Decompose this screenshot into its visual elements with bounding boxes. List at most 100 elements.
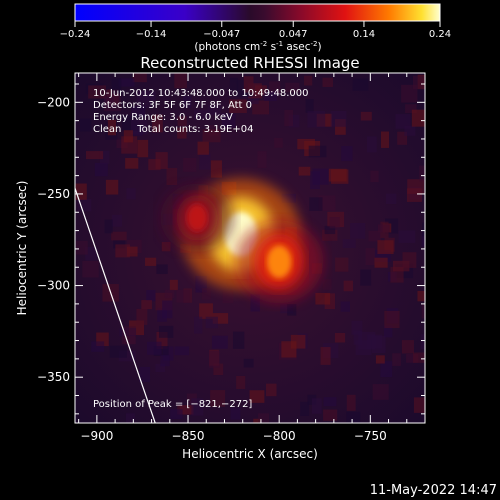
noise-speckle bbox=[169, 279, 178, 291]
noise-speckle bbox=[383, 325, 393, 338]
noise-speckle bbox=[91, 341, 105, 352]
noise-speckle bbox=[411, 109, 425, 127]
noise-speckle bbox=[304, 75, 313, 86]
noise-speckle bbox=[307, 394, 317, 405]
noise-speckle bbox=[406, 188, 422, 202]
footer-timestamp: 11-May-2022 14:47 bbox=[370, 483, 497, 498]
noise-speckle bbox=[210, 160, 222, 178]
emission-source bbox=[160, 183, 234, 252]
x-tick-label: −800 bbox=[263, 429, 296, 443]
noise-speckle bbox=[307, 111, 326, 128]
x-axis-title: Heliocentric X (arcsec) bbox=[182, 447, 318, 461]
noise-speckle bbox=[111, 231, 127, 241]
y-tick-label: −250 bbox=[37, 187, 70, 201]
noise-speckle bbox=[209, 350, 220, 368]
noise-speckle bbox=[208, 104, 222, 116]
noise-speckle bbox=[191, 398, 204, 416]
noise-speckle bbox=[406, 353, 419, 363]
noise-speckle bbox=[323, 397, 337, 407]
noise-speckle bbox=[156, 264, 168, 275]
axis-ticks bbox=[75, 73, 426, 423]
noise-speckle bbox=[132, 73, 147, 83]
noise-speckle bbox=[243, 358, 254, 368]
emission-source bbox=[235, 220, 324, 304]
x-tick-label: −750 bbox=[354, 429, 387, 443]
noise-speckle bbox=[320, 347, 331, 365]
noise-speckle bbox=[421, 303, 425, 319]
noise-speckle bbox=[342, 239, 356, 248]
noise-speckle bbox=[199, 153, 211, 170]
noise-speckle bbox=[285, 82, 300, 93]
noise-speckle bbox=[118, 350, 136, 362]
chart-title: Reconstructed RHESSI Image bbox=[140, 54, 359, 72]
noise-speckle bbox=[99, 150, 110, 164]
colorbar-tick-labels: −0.24 −0.14 −0.047 0.047 0.14 0.24 bbox=[60, 29, 451, 40]
colorbar-tick-label: −0.047 bbox=[203, 29, 240, 40]
noise-speckle bbox=[346, 394, 356, 411]
noise-speckle bbox=[195, 275, 207, 293]
noise-speckle bbox=[197, 141, 209, 155]
noise-speckle bbox=[111, 214, 122, 227]
noise-speckle bbox=[115, 244, 130, 258]
noise-speckle bbox=[281, 193, 296, 203]
noise-speckle bbox=[330, 110, 347, 127]
noise-speckle bbox=[288, 114, 300, 128]
noise-speckle bbox=[199, 303, 213, 319]
noise-speckle bbox=[125, 158, 139, 169]
noise-speckle bbox=[402, 252, 417, 268]
annotation-time: 10-Jun-2012 10:43:48.000 to 10:49:48.000 bbox=[93, 88, 309, 99]
noise-speckle bbox=[146, 290, 156, 302]
noise-speckle bbox=[322, 77, 333, 87]
noise-speckle bbox=[375, 355, 385, 364]
noise-speckle bbox=[155, 363, 166, 373]
noise-speckle bbox=[131, 106, 146, 118]
y-tick-label: −350 bbox=[37, 370, 70, 384]
noise-speckle bbox=[249, 390, 265, 403]
noise-speckle bbox=[365, 248, 375, 266]
noise-speckle bbox=[274, 137, 283, 148]
solar-limb-line bbox=[75, 186, 156, 423]
noise-speckle bbox=[392, 260, 410, 272]
noise-speckle bbox=[346, 411, 361, 423]
axis-tick-labels: −900 −850 −800 −750 −200 −250 −300 −350 bbox=[37, 95, 387, 443]
noise-speckle bbox=[368, 230, 381, 242]
noise-speckle bbox=[174, 346, 190, 356]
noise-speckle bbox=[329, 217, 340, 229]
noise-speckle bbox=[412, 75, 425, 90]
noise-speckle bbox=[318, 195, 336, 211]
noise-speckle bbox=[300, 401, 310, 416]
noise-speckle bbox=[94, 162, 108, 177]
noise-speckle bbox=[298, 166, 311, 176]
noise-speckle bbox=[290, 334, 306, 349]
annotation-block: 10-Jun-2012 10:43:48.000 to 10:49:48.000… bbox=[93, 88, 309, 410]
colorbar-tick-label: 0.14 bbox=[353, 29, 375, 40]
colorbar-unit-label: (photons cm-2 s-1 asec-2) bbox=[194, 40, 321, 53]
noise-speckle bbox=[212, 313, 229, 324]
noise-speckle bbox=[170, 409, 183, 419]
noise-speckle bbox=[80, 118, 92, 132]
noise-speckle bbox=[105, 179, 119, 195]
y-tick-label: −200 bbox=[37, 95, 70, 109]
noise-speckle bbox=[377, 224, 390, 233]
noise-speckle bbox=[334, 332, 346, 343]
noise-speckle bbox=[131, 119, 148, 135]
noise-speckle bbox=[315, 292, 331, 305]
noise-speckle bbox=[395, 114, 411, 129]
noise-speckle bbox=[350, 223, 366, 239]
noise-speckle bbox=[125, 413, 135, 423]
noise-speckle bbox=[118, 78, 135, 87]
noise-speckle bbox=[202, 129, 221, 143]
noise-speckle bbox=[287, 304, 297, 316]
noise-speckle bbox=[266, 383, 277, 397]
noise-speckle bbox=[104, 93, 121, 112]
noise-speckle bbox=[413, 397, 425, 413]
noise-speckle bbox=[123, 336, 136, 345]
noise-speckle bbox=[305, 99, 314, 113]
noise-speckle bbox=[157, 308, 167, 322]
colorbar-tick-label: 0.047 bbox=[279, 29, 308, 40]
noise-speckle bbox=[405, 104, 417, 114]
noise-speckle bbox=[139, 366, 151, 382]
noise-speckle bbox=[75, 183, 87, 200]
noise-speckle bbox=[421, 232, 425, 247]
